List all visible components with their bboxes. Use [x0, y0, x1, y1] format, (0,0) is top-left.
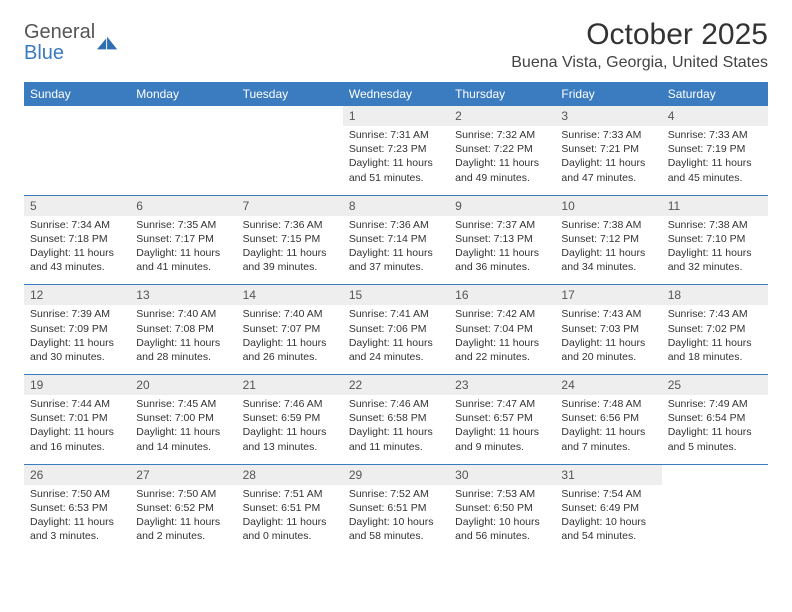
- daynum-row: 12131415161718: [24, 285, 768, 305]
- day-number: 26: [24, 465, 130, 485]
- day-body-row: Sunrise: 7:44 AMSunset: 7:01 PMDaylight:…: [24, 395, 768, 465]
- weekday-header: Wednesday: [343, 82, 449, 106]
- day-body: Sunrise: 7:47 AMSunset: 6:57 PMDaylight:…: [449, 395, 555, 464]
- day-body-row: Sunrise: 7:31 AMSunset: 7:23 PMDaylight:…: [24, 126, 768, 196]
- header: General Blue October 2025 Buena Vista, G…: [24, 18, 768, 72]
- day-number: 10: [555, 196, 661, 216]
- brand-line1: General: [24, 21, 95, 43]
- day-number: 3: [555, 106, 661, 126]
- brand-logo: General Blue: [24, 18, 119, 64]
- brand-mark-icon: [97, 34, 119, 52]
- day-number: 27: [130, 465, 236, 485]
- day-number: 9: [449, 196, 555, 216]
- day-number: 21: [237, 375, 343, 395]
- day-body: Sunrise: 7:40 AMSunset: 7:08 PMDaylight:…: [130, 305, 236, 374]
- day-body: Sunrise: 7:38 AMSunset: 7:10 PMDaylight:…: [662, 216, 768, 285]
- day-number: 6: [130, 196, 236, 216]
- day-number: 25: [662, 375, 768, 395]
- day-body: Sunrise: 7:53 AMSunset: 6:50 PMDaylight:…: [449, 485, 555, 554]
- calendar-body: 1234Sunrise: 7:31 AMSunset: 7:23 PMDayli…: [24, 106, 768, 553]
- day-number: 30: [449, 465, 555, 485]
- day-body: Sunrise: 7:35 AMSunset: 7:17 PMDaylight:…: [130, 216, 236, 285]
- day-body: Sunrise: 7:48 AMSunset: 6:56 PMDaylight:…: [555, 395, 661, 464]
- day-number: 5: [24, 196, 130, 216]
- weekday-header: Thursday: [449, 82, 555, 106]
- weekday-header: Sunday: [24, 82, 130, 106]
- day-body: Sunrise: 7:51 AMSunset: 6:51 PMDaylight:…: [237, 485, 343, 554]
- day-body: Sunrise: 7:49 AMSunset: 6:54 PMDaylight:…: [662, 395, 768, 464]
- day-number: 1: [343, 106, 449, 126]
- day-number: 12: [24, 285, 130, 305]
- day-body-row: Sunrise: 7:39 AMSunset: 7:09 PMDaylight:…: [24, 305, 768, 375]
- brand-text: General Blue: [24, 22, 95, 64]
- day-number: 8: [343, 196, 449, 216]
- day-body: Sunrise: 7:43 AMSunset: 7:03 PMDaylight:…: [555, 305, 661, 374]
- location-subtitle: Buena Vista, Georgia, United States: [511, 54, 768, 72]
- day-body: Sunrise: 7:38 AMSunset: 7:12 PMDaylight:…: [555, 216, 661, 285]
- day-number: 17: [555, 285, 661, 305]
- title-block: October 2025 Buena Vista, Georgia, Unite…: [511, 18, 768, 72]
- day-number: 13: [130, 285, 236, 305]
- day-body: Sunrise: 7:33 AMSunset: 7:21 PMDaylight:…: [555, 126, 661, 195]
- day-body: Sunrise: 7:40 AMSunset: 7:07 PMDaylight:…: [237, 305, 343, 374]
- day-number: [130, 106, 236, 126]
- weekday-header: Saturday: [662, 82, 768, 106]
- day-body: Sunrise: 7:50 AMSunset: 6:53 PMDaylight:…: [24, 485, 130, 554]
- daynum-row: 1234: [24, 106, 768, 126]
- day-number: 31: [555, 465, 661, 485]
- calendar: SundayMondayTuesdayWednesdayThursdayFrid…: [24, 82, 768, 553]
- day-body: Sunrise: 7:32 AMSunset: 7:22 PMDaylight:…: [449, 126, 555, 195]
- day-body: Sunrise: 7:44 AMSunset: 7:01 PMDaylight:…: [24, 395, 130, 464]
- day-body: [24, 126, 130, 195]
- day-body: Sunrise: 7:31 AMSunset: 7:23 PMDaylight:…: [343, 126, 449, 195]
- day-number: 7: [237, 196, 343, 216]
- day-number: 4: [662, 106, 768, 126]
- day-number: [24, 106, 130, 126]
- day-body: [130, 126, 236, 195]
- day-number: 24: [555, 375, 661, 395]
- daynum-row: 19202122232425: [24, 375, 768, 395]
- daynum-row: 567891011: [24, 196, 768, 216]
- month-title: October 2025: [511, 18, 768, 52]
- day-number: 28: [237, 465, 343, 485]
- day-body: Sunrise: 7:43 AMSunset: 7:02 PMDaylight:…: [662, 305, 768, 374]
- day-body: Sunrise: 7:34 AMSunset: 7:18 PMDaylight:…: [24, 216, 130, 285]
- weekday-header-row: SundayMondayTuesdayWednesdayThursdayFrid…: [24, 82, 768, 106]
- day-body: Sunrise: 7:45 AMSunset: 7:00 PMDaylight:…: [130, 395, 236, 464]
- weekday-header: Friday: [555, 82, 661, 106]
- day-number: 15: [343, 285, 449, 305]
- day-body: Sunrise: 7:36 AMSunset: 7:14 PMDaylight:…: [343, 216, 449, 285]
- day-number: 2: [449, 106, 555, 126]
- day-body-row: Sunrise: 7:50 AMSunset: 6:53 PMDaylight:…: [24, 485, 768, 554]
- day-body: Sunrise: 7:41 AMSunset: 7:06 PMDaylight:…: [343, 305, 449, 374]
- day-body: Sunrise: 7:46 AMSunset: 6:58 PMDaylight:…: [343, 395, 449, 464]
- day-body: Sunrise: 7:46 AMSunset: 6:59 PMDaylight:…: [237, 395, 343, 464]
- day-body: Sunrise: 7:39 AMSunset: 7:09 PMDaylight:…: [24, 305, 130, 374]
- day-body: Sunrise: 7:54 AMSunset: 6:49 PMDaylight:…: [555, 485, 661, 554]
- brand-line2: Blue: [24, 42, 64, 64]
- day-number: [662, 465, 768, 485]
- day-body: Sunrise: 7:33 AMSunset: 7:19 PMDaylight:…: [662, 126, 768, 195]
- weekday-header: Tuesday: [237, 82, 343, 106]
- day-body: [662, 485, 768, 554]
- day-number: [237, 106, 343, 126]
- day-body: Sunrise: 7:36 AMSunset: 7:15 PMDaylight:…: [237, 216, 343, 285]
- day-body: [237, 126, 343, 195]
- day-body: Sunrise: 7:37 AMSunset: 7:13 PMDaylight:…: [449, 216, 555, 285]
- day-number: 19: [24, 375, 130, 395]
- day-body: Sunrise: 7:52 AMSunset: 6:51 PMDaylight:…: [343, 485, 449, 554]
- day-number: 14: [237, 285, 343, 305]
- day-body-row: Sunrise: 7:34 AMSunset: 7:18 PMDaylight:…: [24, 216, 768, 286]
- day-number: 29: [343, 465, 449, 485]
- day-number: 22: [343, 375, 449, 395]
- day-number: 16: [449, 285, 555, 305]
- day-number: 23: [449, 375, 555, 395]
- weekday-header: Monday: [130, 82, 236, 106]
- day-number: 11: [662, 196, 768, 216]
- day-body: Sunrise: 7:42 AMSunset: 7:04 PMDaylight:…: [449, 305, 555, 374]
- day-body: Sunrise: 7:50 AMSunset: 6:52 PMDaylight:…: [130, 485, 236, 554]
- daynum-row: 262728293031: [24, 465, 768, 485]
- day-number: 18: [662, 285, 768, 305]
- day-number: 20: [130, 375, 236, 395]
